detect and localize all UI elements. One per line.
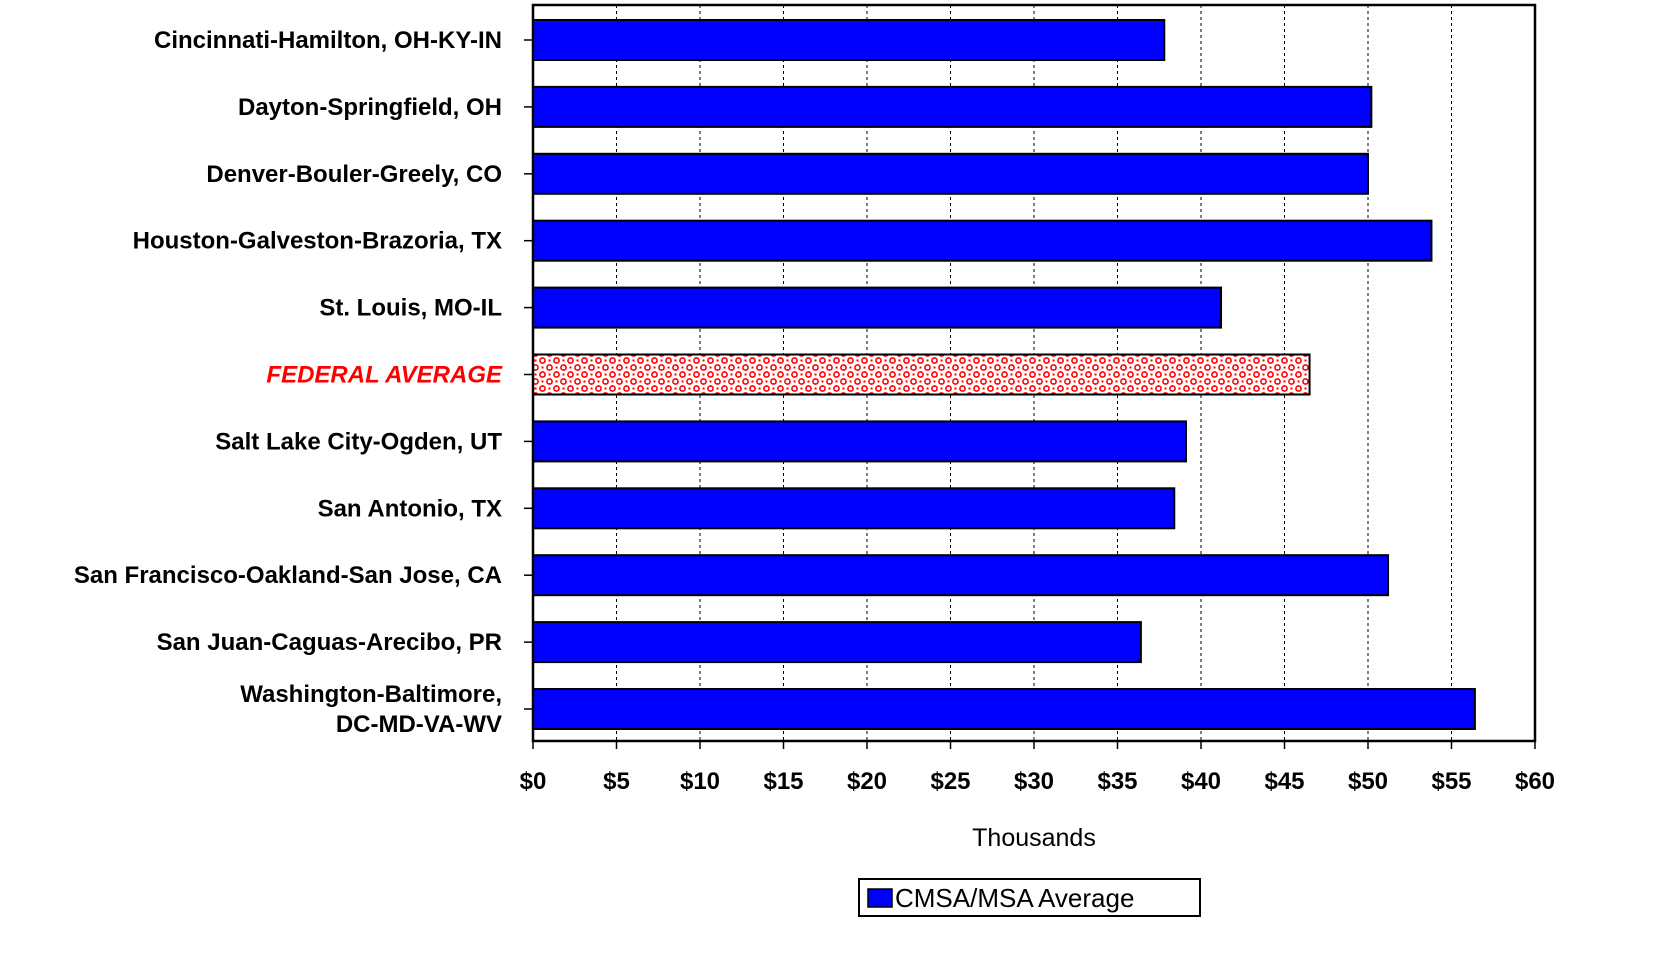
x-tick-label: $40 xyxy=(1181,768,1221,795)
legend: CMSA/MSA Average xyxy=(858,878,1201,917)
category-label: Denver-Bouler-Greely, CO xyxy=(206,161,502,188)
bar-federal-average xyxy=(532,353,1311,396)
bar xyxy=(532,286,1223,329)
bar xyxy=(532,487,1176,530)
x-axis-ticks: $0 $5 $10 $15 $20 $25 $30 $35 $40 $45 $50 $55 $60 xyxy=(520,39,1555,795)
x-tick-label: $10 xyxy=(680,768,720,795)
legend-label: CMSA/MSA Average xyxy=(895,883,1134,913)
category-label: San Juan-Caguas-Arecibo, PR xyxy=(157,629,502,656)
category-label: Houston-Galveston-Brazoria, TX xyxy=(133,228,502,255)
x-axis-title: Thousands xyxy=(972,824,1096,852)
bar xyxy=(532,85,1373,128)
category-label: Salt Lake City-Ogden, UT xyxy=(215,428,502,455)
bar xyxy=(532,19,1166,61)
category-label: San Antonio, TX xyxy=(318,495,502,522)
x-tick-label: $50 xyxy=(1348,768,1388,795)
category-label: St. Louis, MO-IL xyxy=(319,295,502,322)
x-tick-label: $5 xyxy=(603,768,630,795)
x-tick-label: $30 xyxy=(1014,768,1054,795)
category-labels: Cincinnati-Hamilton, OH-KY-IN Dayton-Spri… xyxy=(74,27,503,738)
x-tick-label: $55 xyxy=(1431,768,1471,795)
x-tick-label: $20 xyxy=(847,768,887,795)
x-tick-label: $35 xyxy=(1097,768,1137,795)
legend-swatch xyxy=(867,888,893,908)
category-label: Cincinnati-Hamilton, OH-KY-IN xyxy=(154,27,502,54)
bar xyxy=(532,621,1142,664)
bar xyxy=(532,420,1187,463)
x-tick-label: $45 xyxy=(1264,768,1304,795)
category-label-federal-average: FEDERAL AVERAGE xyxy=(266,362,503,389)
bar xyxy=(532,554,1390,597)
x-tick-label: $60 xyxy=(1515,768,1555,795)
bar xyxy=(532,152,1369,195)
legend-box xyxy=(858,878,1201,917)
bars xyxy=(532,19,1476,730)
x-tick-label: $25 xyxy=(930,768,970,795)
x-tick-label: $0 xyxy=(520,768,547,795)
category-label: Washington-Baltimore, DC-MD-VA-WV xyxy=(240,681,502,738)
bar xyxy=(532,219,1433,262)
category-label: Dayton-Springfield, OH xyxy=(238,94,502,121)
x-tick-label: $15 xyxy=(763,768,803,795)
bar xyxy=(532,688,1476,730)
category-label: San Francisco-Oakland-San Jose, CA xyxy=(74,562,502,589)
